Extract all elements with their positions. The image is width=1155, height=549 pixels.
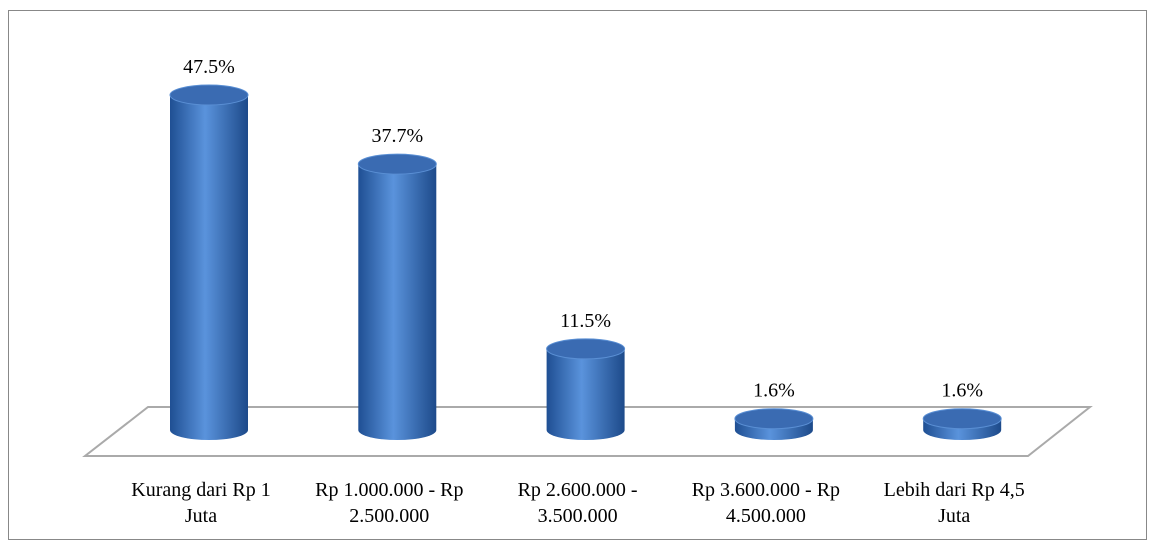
bar-top [357,153,437,175]
x-tick-label: Lebih dari Rp 4,5 Juta [883,479,1025,527]
floor [82,406,1093,457]
bar [170,95,248,440]
bar-top [922,408,1002,430]
chart-border [8,10,1147,540]
data-label: 1.6% [753,380,795,402]
bar-top [169,84,249,106]
x-tick-label: Rp 3.600.000 - Rp 4.500.000 [691,479,841,527]
data-label: 11.5% [560,310,611,332]
x-tick-label: Rp 2.600.000 - 3.500.000 [517,479,638,527]
data-label: 37.7% [371,125,423,147]
bar [358,164,437,440]
bar-top [546,338,626,360]
data-label: 1.6% [941,380,983,402]
data-label: 47.5% [183,56,235,78]
bar [546,348,625,440]
x-tick-label: Kurang dari Rp 1 Juta [131,479,271,527]
x-tick-label: Rp 1.000.000 - Rp 2.500.000 [315,479,464,527]
bar-top [734,408,814,430]
